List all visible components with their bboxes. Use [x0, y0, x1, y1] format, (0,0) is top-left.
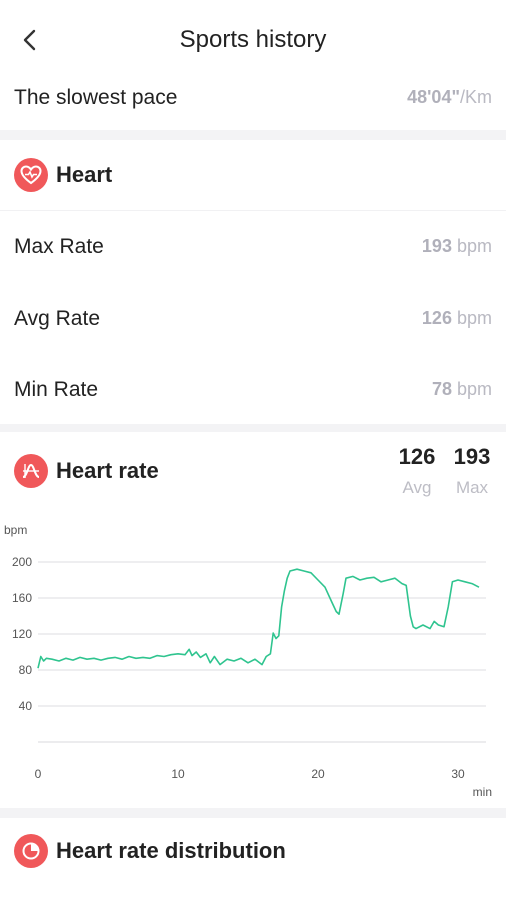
- heart-rate-title: Heart rate: [56, 458, 159, 483]
- heart-icon: [14, 158, 48, 192]
- avg-stat: 126 Avg: [392, 444, 442, 498]
- min-rate-label: Min Rate: [14, 378, 99, 401]
- distribution-card: Heart rate distribution: [0, 818, 506, 900]
- page-title: Sports history: [179, 26, 327, 53]
- max-rate-unit: bpm: [456, 236, 492, 256]
- y-tick-label: 80: [19, 663, 33, 677]
- max-stat: 193 Max: [447, 444, 497, 498]
- distribution-title: Heart rate distribution: [56, 838, 286, 863]
- max-rate-value: 193: [421, 236, 452, 256]
- divider: [0, 210, 506, 211]
- x-axis-label: min: [473, 785, 492, 799]
- distribution-section-header: Heart rate distribution: [14, 834, 286, 868]
- y-tick-label: 120: [12, 627, 32, 641]
- heart-card: Heart Max Rate 193 bpm Avg Rate 126 bpm …: [0, 140, 506, 424]
- slowest-pace-unit: /Km: [459, 87, 492, 107]
- avg-rate-label: Avg Rate: [14, 307, 100, 330]
- heart-rate-series-line: [37, 568, 480, 669]
- max-value: 193: [453, 444, 491, 469]
- heart-rate-icon: [14, 454, 48, 488]
- min-rate-unit: bpm: [456, 379, 492, 399]
- y-axis-label: bpm: [4, 523, 27, 537]
- min-rate-value-group: 78 bpm: [432, 379, 492, 400]
- heart-rate-chart: bpm 40 80 120 160 200 0 10 20 30 min: [4, 523, 492, 799]
- avg-rate-value-group: 126 bpm: [422, 308, 492, 329]
- max-label: Max: [455, 478, 489, 497]
- x-tick-labels: 0 10 20 30: [35, 767, 465, 781]
- pie-icon: [14, 834, 48, 868]
- y-tick-labels: 40 80 120 160 200: [12, 555, 32, 713]
- x-tick-label: 0: [35, 767, 42, 781]
- max-rate-label: Max Rate: [14, 235, 104, 258]
- avg-value: 126: [398, 444, 436, 469]
- top-bar: Sports history: [0, 0, 506, 80]
- chart-grid: [38, 561, 486, 743]
- min-rate-value: 78: [431, 379, 452, 399]
- x-tick-label: 10: [171, 767, 185, 781]
- y-tick-label: 40: [19, 699, 33, 713]
- y-tick-label: 160: [12, 591, 32, 605]
- max-rate-value-group: 193 bpm: [422, 236, 492, 257]
- heart-rate-section-header: Heart rate: [14, 454, 159, 488]
- avg-rate-unit: bpm: [456, 308, 492, 328]
- chevron-left-icon: [23, 29, 36, 51]
- avg-rate-value: 126: [421, 308, 452, 328]
- x-tick-label: 30: [451, 767, 465, 781]
- x-tick-label: 20: [311, 767, 325, 781]
- heart-rate-card: Heart rate 126 Avg 193 Max: [0, 432, 506, 808]
- avg-label: Avg: [402, 478, 432, 497]
- heart-title: Heart: [56, 162, 113, 187]
- slowest-pace-value-group: 48'04"/Km: [407, 87, 492, 108]
- slowest-pace-row: The slowest pace 48'04"/Km: [0, 74, 506, 130]
- back-button[interactable]: [14, 24, 46, 56]
- heart-section-header: Heart: [14, 158, 112, 192]
- y-tick-label: 200: [12, 555, 32, 569]
- slowest-pace-label: The slowest pace: [14, 86, 178, 109]
- slowest-pace-value: 48'04": [407, 87, 460, 107]
